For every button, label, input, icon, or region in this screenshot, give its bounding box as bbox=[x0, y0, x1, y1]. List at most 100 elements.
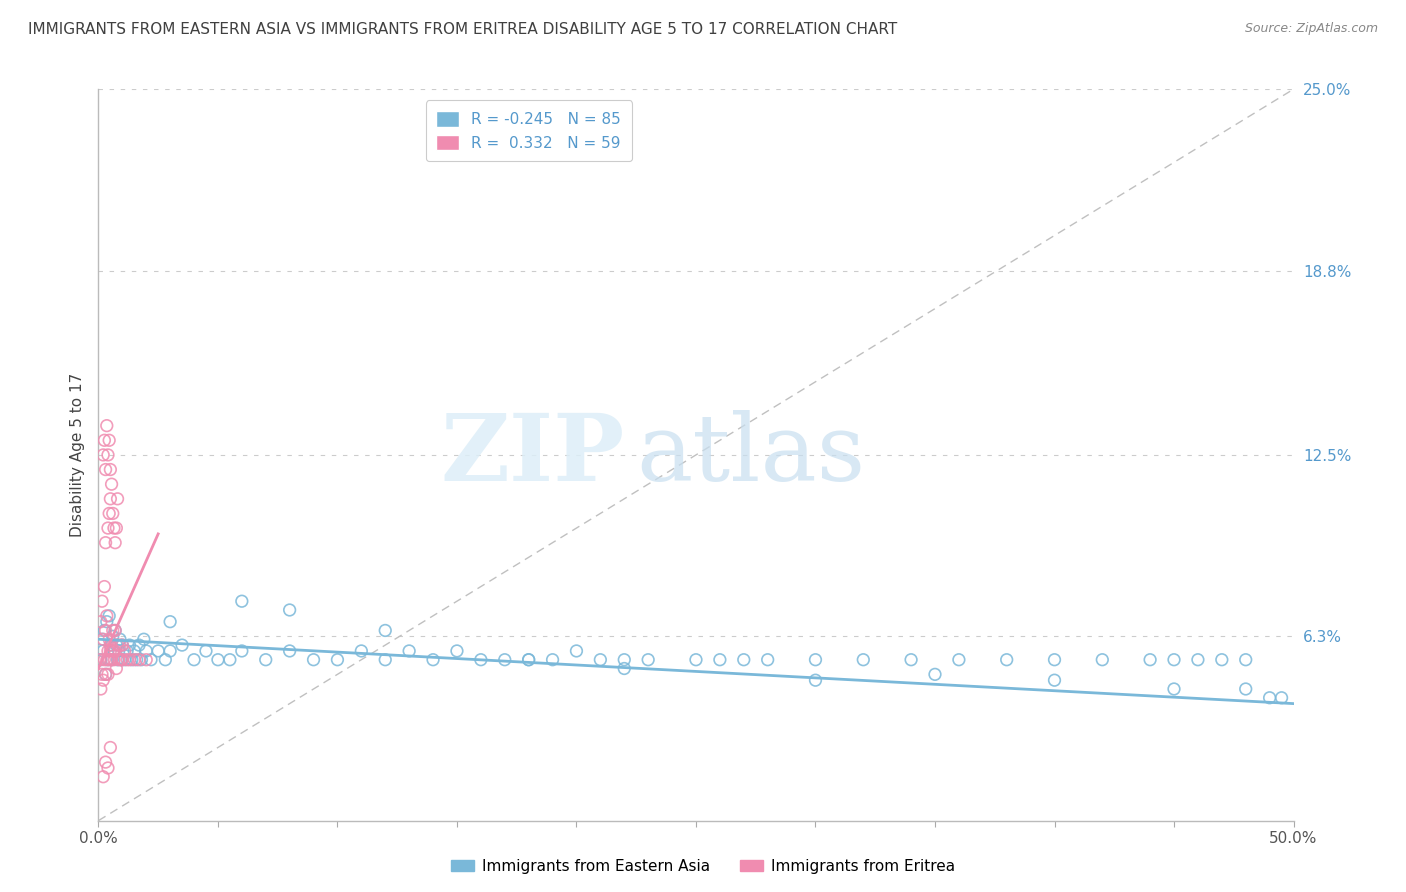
Point bbox=[91, 673, 114, 688]
Legend: Immigrants from Eastern Asia, Immigrants from Eritrea: Immigrants from Eastern Asia, Immigrants… bbox=[444, 853, 962, 880]
Point bbox=[183, 653, 205, 667]
Point bbox=[89, 653, 111, 667]
Point bbox=[91, 632, 114, 647]
Point bbox=[132, 632, 155, 647]
Point bbox=[172, 638, 194, 652]
Point bbox=[98, 434, 121, 448]
Point bbox=[1187, 653, 1209, 667]
Point bbox=[1163, 681, 1185, 696]
Point bbox=[91, 594, 114, 608]
Point bbox=[91, 667, 114, 681]
Point bbox=[114, 653, 136, 667]
Point bbox=[115, 653, 138, 667]
Point bbox=[100, 653, 122, 667]
Point bbox=[114, 644, 136, 658]
Point bbox=[101, 624, 124, 638]
Point bbox=[103, 644, 125, 658]
Point bbox=[110, 653, 132, 667]
Point bbox=[103, 653, 125, 667]
Point bbox=[98, 462, 122, 476]
Point bbox=[104, 624, 127, 638]
Point bbox=[111, 653, 134, 667]
Point bbox=[100, 477, 122, 491]
Point bbox=[517, 653, 540, 667]
Point bbox=[924, 667, 946, 681]
Point bbox=[118, 638, 141, 652]
Point bbox=[219, 653, 242, 667]
Point bbox=[91, 770, 114, 784]
Point bbox=[685, 653, 707, 667]
Point bbox=[91, 632, 114, 647]
Point bbox=[254, 653, 277, 667]
Point bbox=[105, 661, 128, 675]
Point bbox=[115, 644, 138, 658]
Point bbox=[104, 624, 127, 638]
Point bbox=[278, 644, 301, 658]
Text: ZIP: ZIP bbox=[440, 410, 624, 500]
Y-axis label: Disability Age 5 to 17: Disability Age 5 to 17 bbox=[69, 373, 84, 537]
Point bbox=[103, 521, 125, 535]
Point bbox=[94, 624, 117, 638]
Point bbox=[97, 761, 120, 775]
Point bbox=[101, 507, 124, 521]
Point bbox=[107, 491, 129, 506]
Point bbox=[97, 653, 120, 667]
Point bbox=[128, 653, 150, 667]
Point bbox=[1139, 653, 1161, 667]
Point bbox=[637, 653, 659, 667]
Legend: R = -0.245   N = 85, R =  0.332   N = 59: R = -0.245 N = 85, R = 0.332 N = 59 bbox=[426, 101, 631, 161]
Point bbox=[96, 418, 118, 433]
Point bbox=[446, 644, 468, 658]
Point bbox=[948, 653, 970, 667]
Point bbox=[159, 644, 181, 658]
Point bbox=[94, 462, 117, 476]
Point bbox=[104, 644, 127, 658]
Point bbox=[94, 535, 117, 549]
Point bbox=[98, 638, 122, 652]
Point bbox=[517, 653, 540, 667]
Point bbox=[733, 653, 755, 667]
Point bbox=[350, 644, 373, 658]
Point bbox=[108, 632, 131, 647]
Point bbox=[374, 624, 396, 638]
Point bbox=[94, 667, 117, 681]
Point bbox=[97, 448, 120, 462]
Point bbox=[94, 755, 117, 769]
Point bbox=[93, 624, 115, 638]
Point bbox=[195, 644, 218, 658]
Point bbox=[96, 653, 118, 667]
Point bbox=[1234, 681, 1257, 696]
Point bbox=[107, 638, 129, 652]
Point bbox=[613, 653, 636, 667]
Point bbox=[98, 608, 121, 623]
Point bbox=[398, 644, 420, 658]
Point bbox=[148, 644, 170, 658]
Point bbox=[93, 434, 115, 448]
Point bbox=[107, 644, 129, 658]
Point bbox=[100, 653, 122, 667]
Point bbox=[756, 653, 779, 667]
Point bbox=[111, 638, 134, 652]
Point bbox=[155, 653, 177, 667]
Point bbox=[1043, 673, 1066, 688]
Point bbox=[98, 632, 121, 647]
Point bbox=[374, 653, 396, 667]
Point bbox=[97, 667, 120, 681]
Point bbox=[207, 653, 229, 667]
Point bbox=[98, 644, 122, 658]
Point bbox=[91, 644, 114, 658]
Point bbox=[231, 644, 253, 658]
Point bbox=[1234, 653, 1257, 667]
Point bbox=[93, 653, 115, 667]
Point bbox=[96, 615, 118, 629]
Point bbox=[105, 638, 128, 652]
Point bbox=[613, 661, 636, 675]
Point bbox=[97, 644, 120, 658]
Point bbox=[131, 653, 153, 667]
Point bbox=[101, 629, 124, 643]
Text: atlas: atlas bbox=[637, 410, 866, 500]
Point bbox=[107, 653, 129, 667]
Point bbox=[159, 615, 181, 629]
Point bbox=[422, 653, 444, 667]
Point bbox=[135, 653, 157, 667]
